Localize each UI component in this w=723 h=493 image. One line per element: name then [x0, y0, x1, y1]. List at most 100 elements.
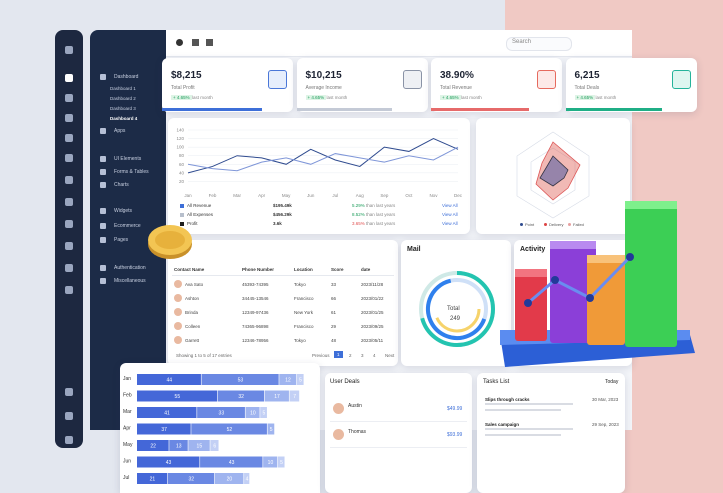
table-cell: Garrett: [185, 338, 200, 343]
table-cell: 48: [331, 338, 337, 343]
menu-icon: [100, 74, 106, 80]
coin-illustration: [148, 225, 192, 259]
bar-label: 22: [150, 444, 156, 450]
deal-amount: $93.99: [447, 432, 463, 438]
stat-progress: [431, 108, 529, 111]
summary-link[interactable]: View All: [442, 203, 458, 208]
stat-icon: [537, 70, 556, 89]
icon: [192, 39, 199, 46]
nav-icon[interactable]: [65, 242, 73, 250]
avatar: [174, 322, 182, 330]
page-button[interactable]: 3: [361, 353, 364, 358]
bar-label: 17: [274, 394, 280, 400]
table-cell: Tokyo: [294, 338, 306, 343]
summary-change: 8.52%: [352, 212, 365, 217]
bar-label: 10: [268, 460, 274, 466]
bar-label: 5: [280, 460, 283, 466]
nav-icon[interactable]: [65, 220, 73, 228]
page-button[interactable]: 2: [349, 353, 352, 358]
nav-icon[interactable]: [65, 94, 73, 102]
menu-item[interactable]: Authentication: [114, 265, 146, 271]
menu-item[interactable]: Charts: [114, 182, 129, 188]
table-cell: Francisco: [294, 324, 314, 329]
menu-item[interactable]: Pages: [114, 237, 129, 243]
bar-segment: [263, 456, 278, 468]
bar-segment: [137, 374, 201, 385]
page-button[interactable]: Next: [385, 353, 395, 358]
text-line: [485, 409, 561, 411]
menu-item[interactable]: Dashboard 3: [110, 106, 136, 111]
legend-dot: [544, 223, 547, 226]
stat-value: $10,215: [305, 70, 342, 81]
nav-icon[interactable]: [65, 114, 73, 122]
table-cell: Colleen: [185, 324, 201, 329]
summary-change: 3.65%: [352, 221, 365, 226]
stat-note: last month: [192, 95, 213, 100]
x-tick-label: Sep: [380, 193, 389, 198]
table-cell: 12349-97436: [242, 310, 269, 315]
task-date: 29 Sep, 2023: [592, 422, 619, 427]
nav-icon[interactable]: [65, 74, 73, 82]
menu-icon: [100, 182, 106, 188]
page-button[interactable]: Previous: [312, 353, 330, 358]
bar-segment: [137, 456, 200, 468]
task-title: Slips through cracks: [485, 397, 530, 402]
stat-label: Total Deals: [574, 85, 600, 91]
summary-link[interactable]: View All: [442, 212, 458, 217]
bar-segment: [267, 423, 275, 435]
menu-item[interactable]: Dashboard: [114, 74, 139, 80]
y-tick-label: Jun: [123, 459, 131, 465]
table-cell: Francisco: [294, 296, 314, 301]
nav-icon[interactable]: [65, 134, 73, 142]
bar-segment: [245, 407, 260, 418]
menu-item[interactable]: Widgets: [114, 208, 133, 214]
stat-note: last month: [326, 95, 348, 100]
summary-link[interactable]: View All: [442, 221, 458, 226]
menu-item[interactable]: Dashboard 2: [110, 96, 136, 101]
page-button[interactable]: 4: [373, 353, 376, 358]
menu-item[interactable]: Ecommerce: [114, 223, 141, 229]
table-cell: 74365-96898: [242, 324, 269, 329]
bar-segment: [210, 440, 219, 451]
line-chart: 20 40 60 80 100 120 140 Jan Feb Mar Apr May Jun Jul Au…: [176, 128, 462, 199]
menu-item[interactable]: UI Elements: [114, 156, 142, 162]
menu-item[interactable]: Dashboard 1: [110, 86, 136, 91]
page-button[interactable]: 1: [334, 351, 343, 358]
card-title: User Deals: [330, 379, 360, 385]
y-tick-label: Apr: [123, 426, 131, 432]
table-cell: 66: [331, 296, 337, 301]
nav-icon[interactable]: [65, 154, 73, 162]
bar-label: 5: [270, 427, 273, 433]
menu-item[interactable]: Miscellaneous: [114, 278, 146, 284]
bar-label: 52: [227, 427, 233, 433]
y-tick-label: Jul: [123, 475, 129, 481]
nav-icon[interactable]: [65, 46, 73, 54]
bar-segment: [244, 473, 250, 484]
x-tick-label: May: [282, 193, 291, 198]
nav-icon[interactable]: [65, 388, 73, 396]
menu-icon: [100, 237, 106, 243]
nav-icon[interactable]: [65, 176, 73, 184]
bar-label: 37: [161, 427, 167, 433]
stat-icon: [268, 70, 287, 89]
nav-icon[interactable]: [65, 412, 73, 420]
menu-icon: [100, 128, 106, 134]
search-box[interactable]: Search: [506, 37, 572, 51]
bar-segment: [137, 423, 191, 435]
nav-icon[interactable]: [65, 286, 73, 294]
nav-icon[interactable]: [65, 436, 73, 444]
user-deals-card: User Deals: [325, 373, 472, 493]
menu-item[interactable]: Apps: [114, 128, 126, 134]
stat-label: Average Income: [305, 85, 342, 91]
menu-item[interactable]: Forms & Tables: [114, 169, 149, 175]
card-title: Tasks List: [483, 379, 510, 385]
filter[interactable]: Today: [605, 379, 619, 385]
nav-icon[interactable]: [65, 264, 73, 272]
bar-label: 21: [150, 477, 156, 483]
nav-icon[interactable]: [65, 198, 73, 206]
menu-item[interactable]: Dashboard 4: [110, 116, 138, 121]
stat-value: $8,215: [171, 70, 202, 81]
bar-label: 10: [250, 411, 256, 417]
bar-label: 5: [262, 411, 265, 417]
